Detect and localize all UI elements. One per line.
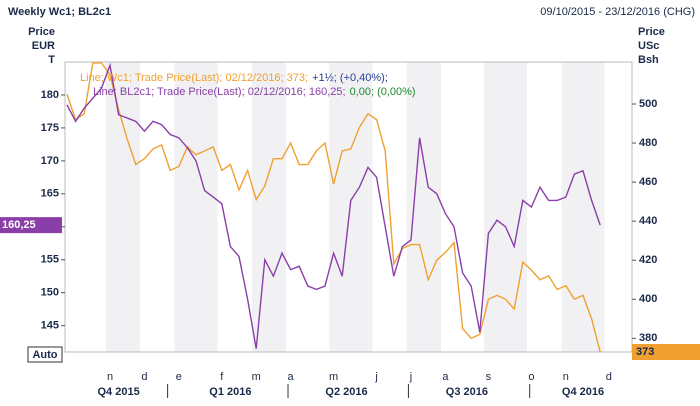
y-tick-label: 150 (41, 287, 59, 299)
x-tick-label: a (288, 371, 295, 383)
y2-tick-label: 400 (639, 293, 657, 305)
y-tick-label: 145 (41, 320, 59, 332)
month-band (561, 62, 605, 352)
y-tick-label: 170 (41, 155, 59, 167)
x-tick-label: m (252, 371, 261, 383)
legend-text: Line; Wc1; Trade Price(Last); 02/12/2016… (80, 72, 308, 84)
x-tick-label: f (220, 371, 224, 383)
series-line (66, 62, 601, 353)
quarter-label: Q4 2016 (562, 386, 604, 398)
x-tick-label: n (563, 371, 569, 383)
month-bands (105, 62, 605, 352)
y-tick-label: 155 (41, 254, 59, 266)
y2-tick-label: 480 (639, 137, 657, 149)
month-band (329, 62, 373, 352)
legend-entry: Line; BL2c1; Trade Price(Last); 02/12/20… (93, 86, 416, 98)
last-value-tag (0, 217, 62, 234)
month-band (406, 62, 442, 352)
chart-title: Weekly Wc1; BL2c1 (8, 6, 111, 18)
legend-change: +1½; (+0,40%); (312, 72, 388, 84)
y-tick-label: 180 (41, 89, 59, 101)
month-band (105, 62, 141, 352)
y2-tick-label: 420 (639, 254, 657, 266)
y2-tick-label: 500 (639, 98, 657, 110)
x-tick-label: a (442, 371, 449, 383)
y-tick-label: 175 (41, 122, 59, 134)
legend-text: Line; BL2c1; Trade Price(Last); 02/12/20… (93, 86, 346, 98)
plot-frame (64, 61, 633, 353)
last-value-tag (632, 344, 700, 360)
y2-axis-label: Bsh (638, 54, 659, 66)
y2-axis-label: USc (638, 40, 659, 52)
x-tick-label: m (329, 371, 338, 383)
month-band (251, 62, 287, 352)
quarter-label: Q1 2016 (209, 386, 251, 398)
quarter-label: Q3 2016 (446, 386, 488, 398)
y-axis-label: EUR (32, 40, 55, 52)
month-band (174, 62, 218, 352)
x-tick-label: e (176, 371, 182, 383)
quarter-label: Q2 2016 (325, 386, 367, 398)
y-axis-label: T (48, 54, 55, 66)
y2-axis-label: Price (638, 26, 665, 38)
auto-label[interactable]: Auto (32, 349, 57, 361)
quarter-label: Q4 2015 (97, 386, 139, 398)
series-line (66, 62, 601, 349)
legend-entry: Line; Wc1; Trade Price(Last); 02/12/2016… (80, 72, 388, 84)
x-tick-label: o (528, 371, 534, 383)
y-tick-label: 165 (41, 188, 59, 200)
x-tick-label: j (374, 371, 377, 383)
x-tick-label: s (486, 371, 492, 383)
last-value-label: 373 (636, 346, 654, 358)
last-value-label: 160,25 (2, 219, 36, 231)
date-range: 09/10/2015 - 23/12/2016 (CHG) (540, 6, 695, 18)
legend-change: 0,00; (0,00%) (350, 86, 416, 98)
x-tick-label: d (141, 371, 147, 383)
x-tick-label: n (107, 371, 113, 383)
auto-button[interactable] (27, 346, 63, 363)
y2-tick-label: 380 (639, 332, 657, 344)
month-band (484, 62, 528, 352)
y-axis-label: Price (28, 26, 55, 38)
x-tick-label: j (409, 371, 412, 383)
y2-tick-label: 440 (639, 215, 657, 227)
y2-tick-label: 460 (639, 176, 657, 188)
x-tick-label: d (606, 371, 612, 383)
